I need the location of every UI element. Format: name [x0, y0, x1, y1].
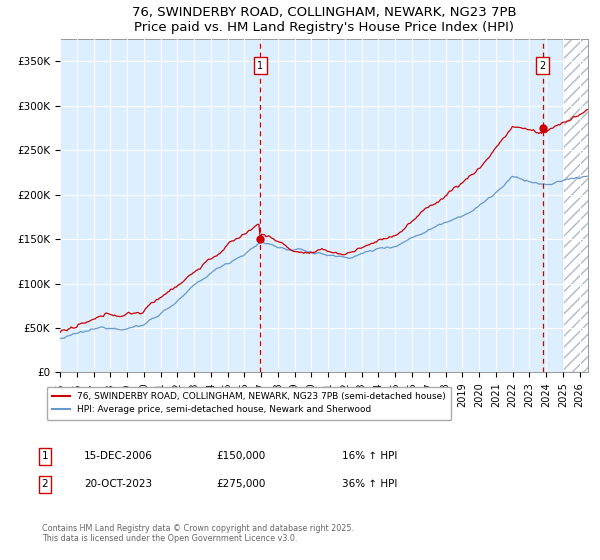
Text: £275,000: £275,000	[216, 479, 265, 489]
Text: 15-DEC-2006: 15-DEC-2006	[84, 451, 153, 461]
Text: 16% ↑ HPI: 16% ↑ HPI	[342, 451, 397, 461]
Text: 1: 1	[257, 61, 263, 71]
Title: 76, SWINDERBY ROAD, COLLINGHAM, NEWARK, NG23 7PB
Price paid vs. HM Land Registry: 76, SWINDERBY ROAD, COLLINGHAM, NEWARK, …	[131, 6, 517, 34]
Text: 2: 2	[539, 61, 546, 71]
Text: Contains HM Land Registry data © Crown copyright and database right 2025.
This d: Contains HM Land Registry data © Crown c…	[42, 524, 354, 543]
Legend: 76, SWINDERBY ROAD, COLLINGHAM, NEWARK, NG23 7PB (semi-detached house), HPI: Ave: 76, SWINDERBY ROAD, COLLINGHAM, NEWARK, …	[47, 386, 451, 420]
Text: 2: 2	[41, 479, 49, 489]
Text: £150,000: £150,000	[216, 451, 265, 461]
Text: 36% ↑ HPI: 36% ↑ HPI	[342, 479, 397, 489]
Bar	[563, 39, 596, 372]
Text: 1: 1	[41, 451, 49, 461]
Text: 20-OCT-2023: 20-OCT-2023	[84, 479, 152, 489]
